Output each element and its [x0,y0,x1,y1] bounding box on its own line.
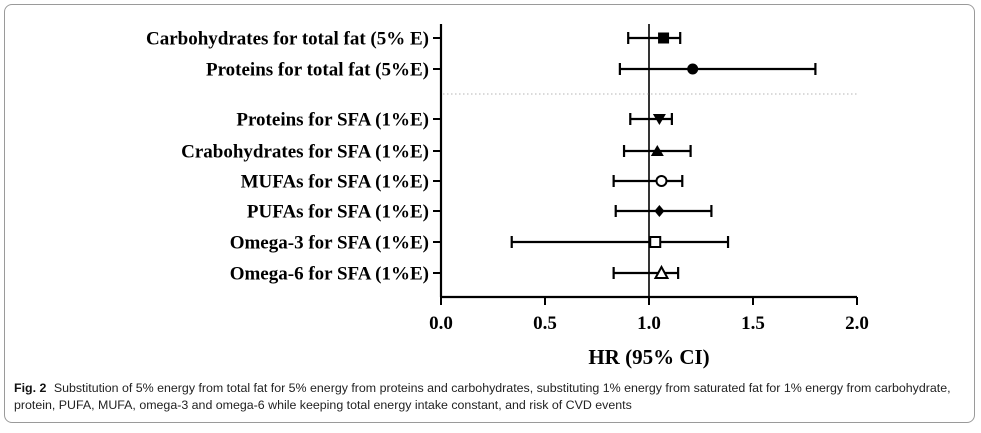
caption-text: Substitution of 5% energy from total fat… [14,381,951,412]
point-marker-diamond [654,205,665,217]
x-tick-label: 0.5 [533,313,557,334]
x-axis-title: HR (95% CI) [588,345,709,369]
point-marker-square [658,32,670,44]
x-tick-label: 1.5 [741,313,765,334]
row-label: Proteins for SFA (1%E) [236,110,429,131]
point-marker-open-square [649,236,662,248]
point-marker-triangle-up [650,145,664,156]
row-label: PUFAs for SFA (1%E) [247,202,429,223]
point-marker-open-circle [655,175,668,187]
point-marker-open-triangle-up [653,264,670,279]
point-marker-circle [687,63,699,75]
row-label: Carbohydrates for total fat (5% E) [146,29,429,50]
point-marker-triangle-down [652,114,666,125]
row-label: Crabohydrates for SFA (1%E) [181,142,429,163]
caption-label: Fig. 2 [14,381,47,395]
row-label: Omega-3 for SFA (1%E) [230,233,429,254]
x-tick-label: 1.0 [637,313,661,334]
row-label: MUFAs for SFA (1%E) [241,172,429,193]
row-label: Omega-6 for SFA (1%E) [230,264,429,285]
figure-frame [4,4,975,423]
figure-caption: Fig. 2 Substitution of 5% energy from to… [14,380,964,414]
x-tick-label: 2.0 [845,313,869,334]
x-tick-label: 0.0 [429,313,453,334]
row-label: Proteins for total fat (5%E) [206,60,429,81]
